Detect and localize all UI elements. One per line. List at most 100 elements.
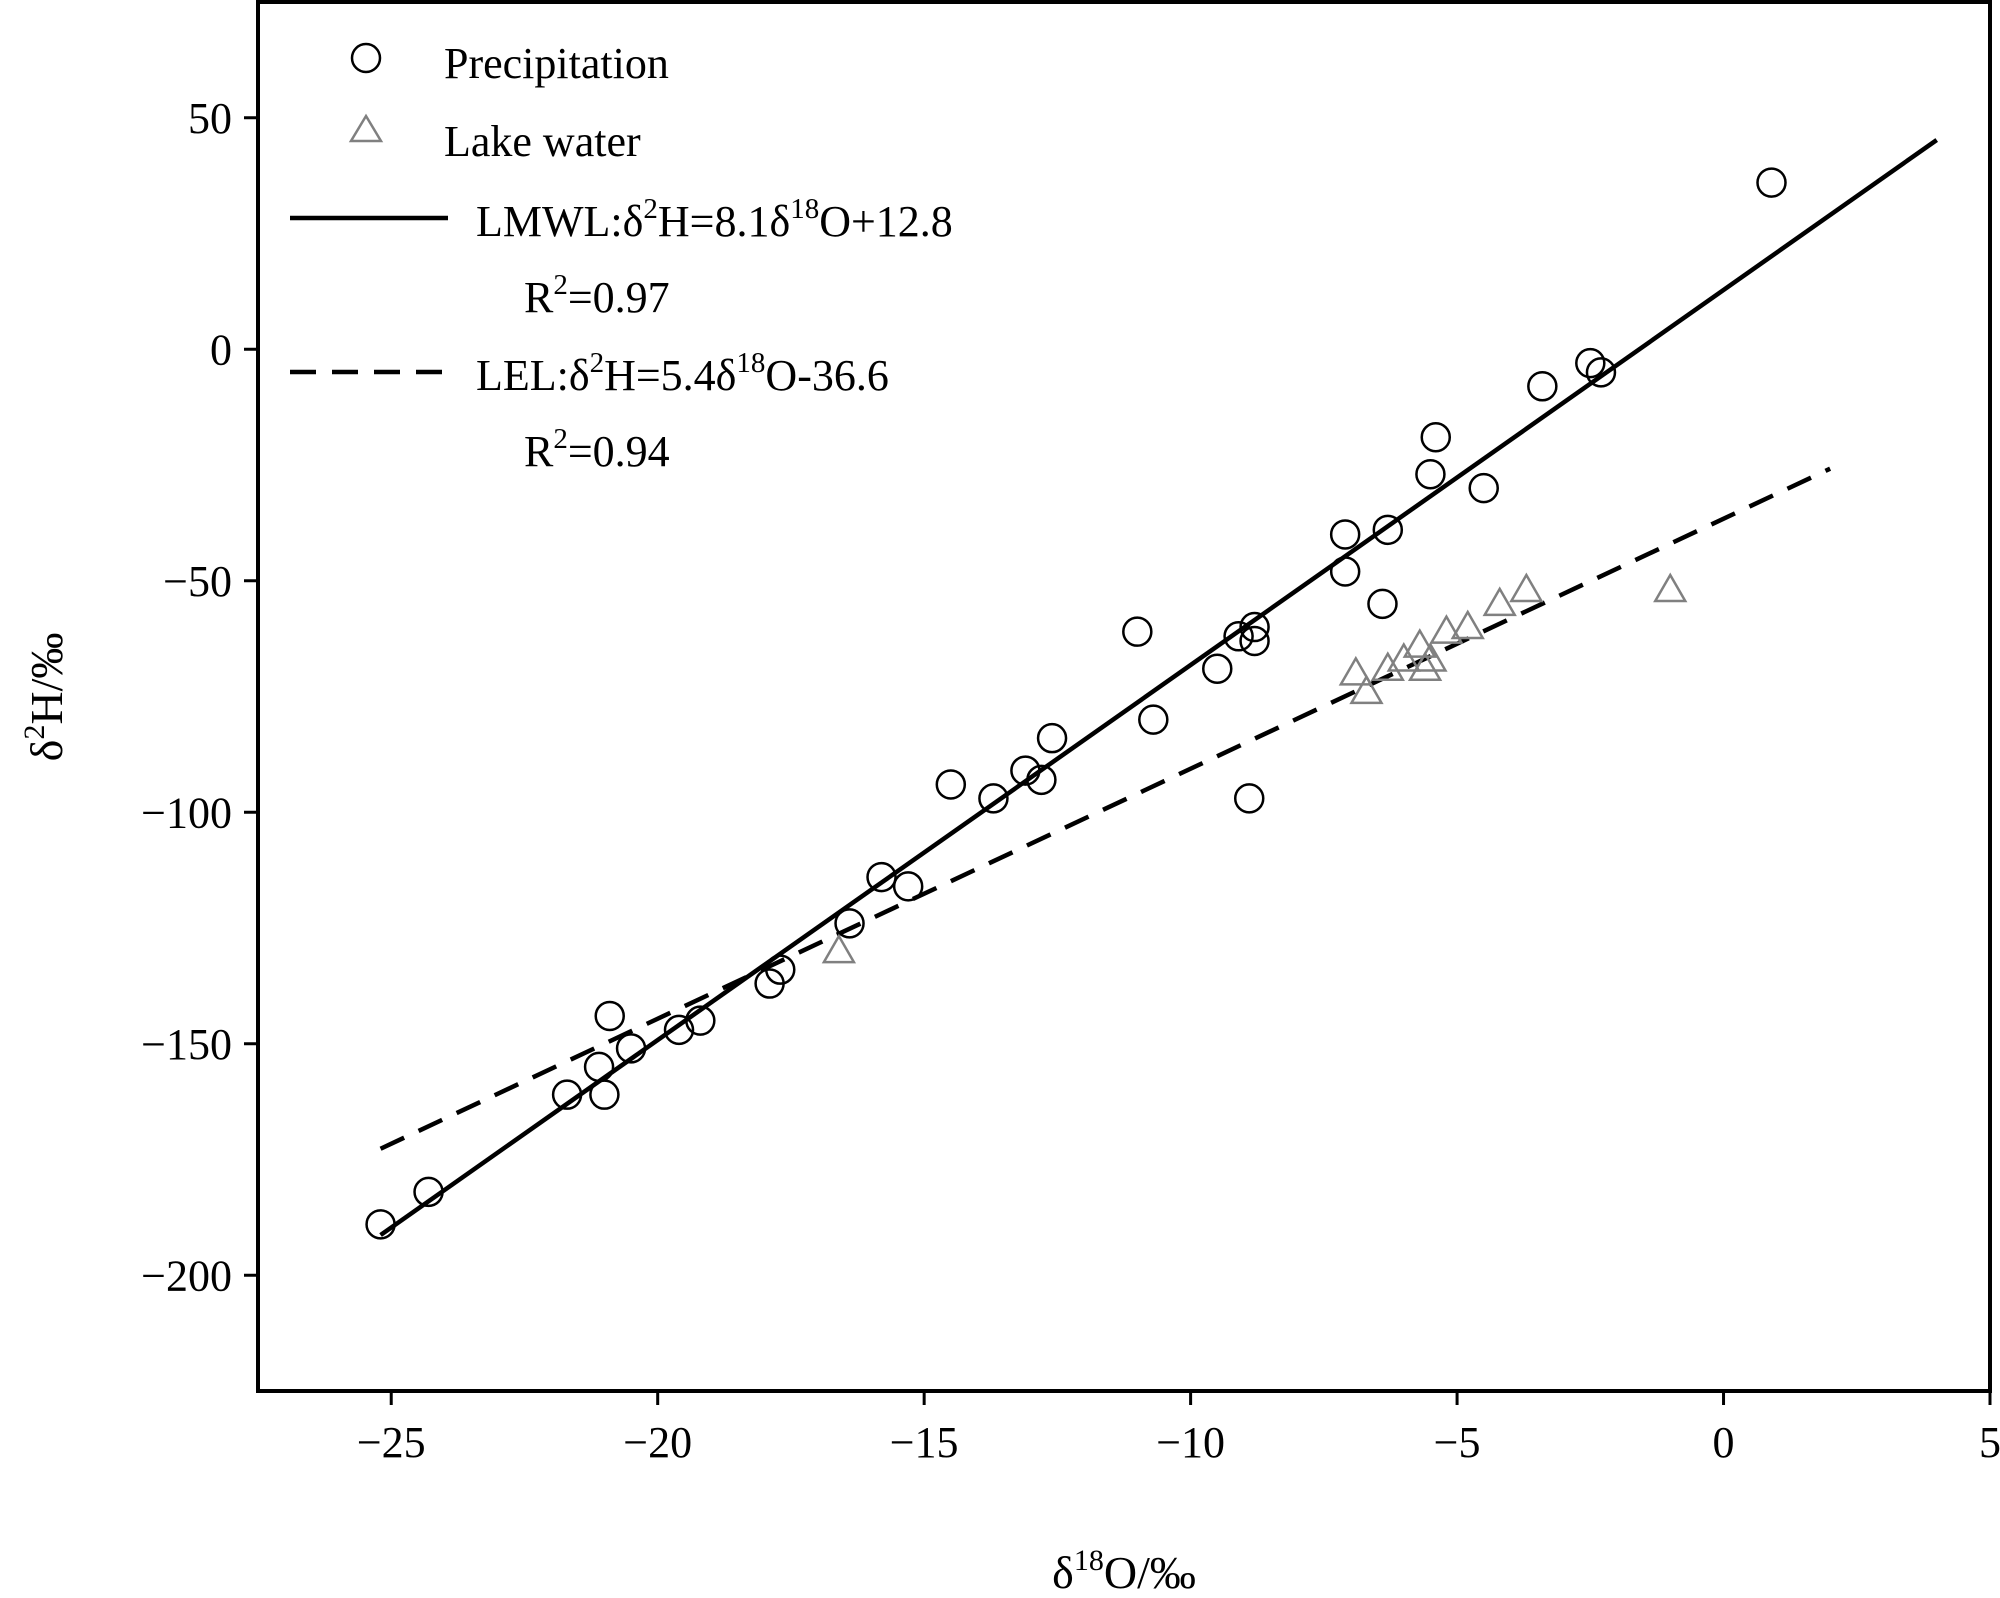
lmwl-eq-sup-2: 18 (790, 193, 819, 225)
precipitation-point (615, 1033, 647, 1064)
lel-r2-sup: 2 (553, 423, 568, 455)
lmwl-r2-value: =0.97 (568, 273, 670, 322)
lel-eq-prefix: LEL:δ (476, 351, 590, 400)
lake-water-point (1450, 609, 1485, 640)
fit-lines (379, 138, 1939, 1237)
precipitation-point (834, 908, 865, 939)
precipitation-point (685, 1005, 716, 1036)
precipitation-point (765, 954, 796, 985)
precipitation-point (1239, 611, 1270, 643)
y-tick-label: −50 (163, 557, 232, 606)
precipitation-point (413, 1176, 444, 1208)
lake-water-point (1509, 572, 1544, 603)
lake-water-point (1482, 586, 1517, 617)
precipitation-point (551, 1079, 583, 1110)
precipitation-point (1420, 421, 1452, 453)
y-axis-label-sup: 2 (18, 725, 51, 740)
lake-water-point (1429, 614, 1464, 644)
plot-frame (256, 0, 1992, 1393)
y-tick-label: −150 (141, 1020, 232, 1069)
y-tick-label: −200 (141, 1251, 232, 1300)
precipitation-point (935, 769, 967, 800)
precipitation-point (1036, 722, 1068, 754)
x-tick-label: −15 (890, 1418, 959, 1467)
x-axis-label-rest: O/‰ (1104, 1547, 1196, 1598)
lake-water-point (1338, 655, 1373, 686)
precipitation-point (1756, 167, 1787, 198)
lake-water-point (1407, 651, 1443, 681)
lmwl-eq-sup-1: 2 (643, 193, 658, 225)
lel-eq-mid: H=5.4δ (604, 351, 736, 400)
x-axis-label-base: δ (1052, 1547, 1074, 1598)
legend-label-lmwl: LMWL:δ2H=8.1δ18O+12.8 (476, 193, 953, 246)
x-tick-label: 0 (1713, 1418, 1735, 1467)
lake-water-point (1653, 572, 1688, 603)
lake-water-point (1402, 628, 1437, 658)
precipitation-point (663, 1014, 695, 1046)
precipitation-point (1202, 653, 1233, 684)
y-tick-label: −100 (141, 788, 232, 837)
lel-eq-end: O-36.6 (765, 351, 888, 400)
lmwl-eq-prefix: LMWL:δ (476, 197, 643, 246)
legend-label-lel: LEL:δ2H=5.4δ18O-36.6 (476, 347, 889, 400)
precipitation-point (583, 1051, 615, 1083)
y-axis: 50 0 −50 −100 −150 −200 (141, 94, 258, 1300)
precipitation-point (1010, 755, 1041, 786)
legend-label-precipitation: Precipitation (444, 39, 669, 88)
legend-marker-lake-water (348, 113, 384, 143)
data-points (365, 167, 1787, 1240)
precipitation-point (1138, 704, 1169, 735)
legend-r2-lmwl: R2=0.97 (524, 269, 670, 322)
precipitation-point (978, 783, 1009, 814)
lel-eq-sup-1: 2 (590, 347, 605, 379)
lel-r2-base: R (524, 427, 554, 476)
precipitation-point (365, 1209, 396, 1240)
y-axis-label-base: δ (21, 740, 72, 762)
precipitation-point (892, 871, 924, 902)
precipitation-point (1329, 519, 1361, 550)
lake-water-point (1370, 651, 1405, 681)
precipitation-point (1329, 556, 1361, 587)
precipitation-point (1026, 764, 1057, 796)
x-axis: −25 −20 −15 −10 −5 0 5 (357, 1391, 2000, 1467)
lel-eq-sup-2: 18 (736, 347, 765, 379)
precipitation-point (1415, 459, 1446, 490)
precipitation-point (589, 1079, 620, 1110)
y-tick-label: 0 (210, 325, 232, 374)
precipitation-point (1527, 371, 1558, 402)
precipitation-point (1367, 588, 1398, 620)
x-tick-label: −5 (1434, 1418, 1481, 1467)
fit-line-lel (379, 466, 1832, 1151)
x-axis-label: δ18O/‰ (1052, 1544, 1196, 1598)
y-axis-label: δ2H/‰ (18, 633, 72, 762)
precipitation-point (1372, 514, 1404, 546)
legend-r2-lel: R2=0.94 (524, 423, 670, 476)
lake-water-point (821, 933, 857, 964)
legend-label-lake-water: Lake water (444, 117, 641, 166)
precipitation-point (1585, 357, 1617, 388)
x-axis-label-sup: 18 (1074, 1544, 1104, 1577)
lmwl-eq-end: O+12.8 (819, 197, 953, 246)
x-tick-label: −10 (1156, 1418, 1225, 1467)
precipitation-point (866, 861, 897, 893)
lmwl-r2-sup: 2 (553, 269, 568, 301)
x-tick-label: −20 (623, 1418, 692, 1467)
x-tick-label: −25 (357, 1418, 426, 1467)
lel-r2-value: =0.94 (568, 427, 670, 476)
precipitation-point (1233, 783, 1265, 814)
precipitation-point (1223, 621, 1254, 652)
fit-line-lmwl (379, 138, 1939, 1237)
lake-water-point (1349, 674, 1384, 705)
precipitation-point (594, 1000, 625, 1032)
lmwl-eq-mid: H=8.1δ (658, 197, 790, 246)
lmwl-r2-base: R (524, 273, 554, 322)
y-axis-label-rest: H/‰ (21, 633, 72, 725)
precipitation-point (1122, 616, 1153, 647)
x-tick-label: 5 (1979, 1418, 2000, 1467)
precipitation-point (1239, 625, 1270, 657)
precipitation-point (1575, 347, 1606, 379)
precipitation-point (1468, 472, 1499, 504)
legend-marker-precipitation (350, 42, 382, 74)
y-tick-label: 50 (188, 94, 232, 143)
